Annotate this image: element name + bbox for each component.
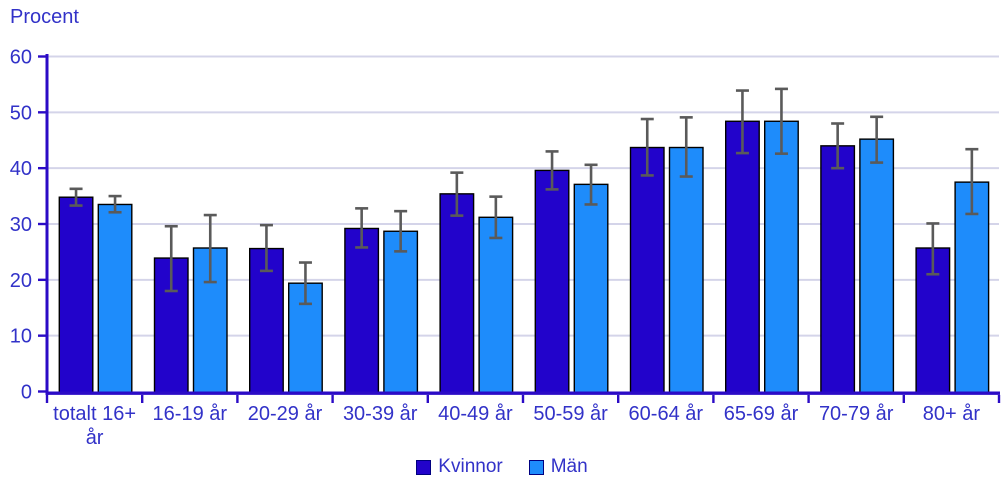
bar-kvinnor (629, 146, 665, 394)
legend-swatch-kvinnor (416, 459, 432, 475)
y-tick-label: 50 (10, 102, 32, 124)
bar-man (97, 203, 133, 394)
bar-man (478, 216, 514, 394)
category-label: totalt 16+ år (53, 403, 136, 449)
legend-item-kvinnor: Kvinnor (416, 456, 503, 478)
bar-kvinnor (725, 120, 760, 394)
bar-kvinnor (344, 227, 380, 394)
y-tick-label: 0 (21, 382, 32, 404)
category-label: 16-19 år (153, 403, 228, 425)
category-label: 60-64 år (629, 403, 704, 425)
legend: Kvinnor Män (0, 456, 1004, 478)
category-label: 30-39 år (343, 403, 418, 425)
category-label: 70-79 år (819, 403, 894, 425)
bar-man (764, 120, 799, 394)
legend-swatch-man (528, 459, 544, 475)
category-label: 50-59 år (533, 403, 608, 425)
y-axis-unit-label: Procent (10, 6, 79, 28)
category-label: 80+ år (923, 403, 981, 425)
legend-label-man: Män (550, 456, 588, 477)
category-label: 65-69 år (724, 403, 799, 425)
y-tick-label: 60 (10, 47, 32, 69)
y-tick-label: 20 (10, 270, 32, 292)
category-label: 40-49 år (438, 403, 513, 425)
y-tick-label: 10 (10, 326, 32, 348)
bar-man (859, 138, 895, 394)
bar-man (573, 183, 609, 394)
bar-man (383, 230, 419, 394)
legend-item-man: Män (528, 456, 588, 478)
bar-kvinnor (820, 145, 856, 394)
bar-man (668, 146, 704, 394)
y-tick-label: 40 (10, 158, 32, 180)
legend-label-kvinnor: Kvinnor (438, 456, 503, 477)
y-tick-label: 30 (10, 214, 32, 236)
bar-kvinnor (439, 193, 475, 394)
bar-man (954, 181, 990, 394)
bar-kvinnor (58, 196, 94, 394)
category-label: 20-29 år (248, 403, 323, 425)
bar-kvinnor (534, 169, 570, 394)
